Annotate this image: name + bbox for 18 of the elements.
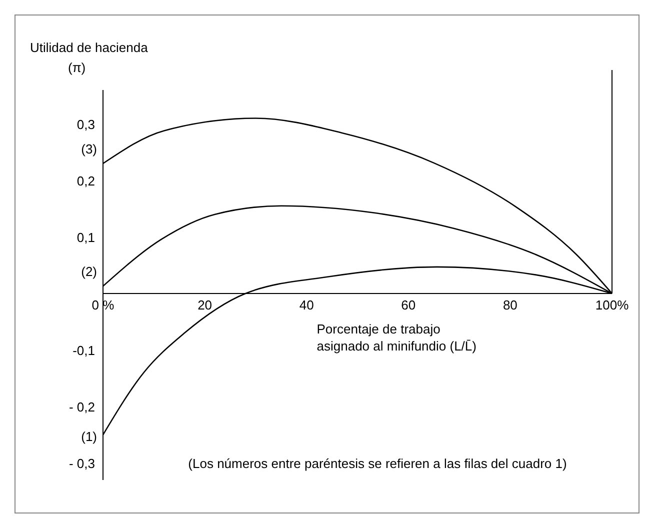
x-tick-label: 60: [401, 297, 416, 312]
x-axis-title: Porcentaje de trabajo asignado al minifundio (L/L̄): [316, 321, 476, 354]
x-tick-label: 20: [198, 297, 212, 312]
x-tick-label: 0 %: [92, 297, 115, 312]
series-label: (3): [81, 141, 97, 156]
series-label: (2): [81, 264, 97, 280]
y-tick-label: 0,1: [76, 230, 95, 245]
y-tick-label: -0,1: [72, 343, 95, 358]
annotation: (Los números entre paréntesis se refieren a las filas del cuadro 1): [188, 456, 567, 472]
y-tick-label: - 0,3: [68, 456, 95, 472]
x-tick-label: 100%: [595, 297, 630, 312]
y-tick-label: 0,3: [76, 116, 95, 132]
y-tick-label: - 0,2: [68, 400, 95, 415]
y-tick-label: 0,2: [76, 173, 95, 188]
series-label: (1): [81, 428, 97, 444]
y-axis-title: Utilidad de hacienda (π): [30, 40, 149, 75]
x-tick-label: 40: [299, 297, 314, 312]
x-tick-label: 80: [502, 297, 518, 312]
